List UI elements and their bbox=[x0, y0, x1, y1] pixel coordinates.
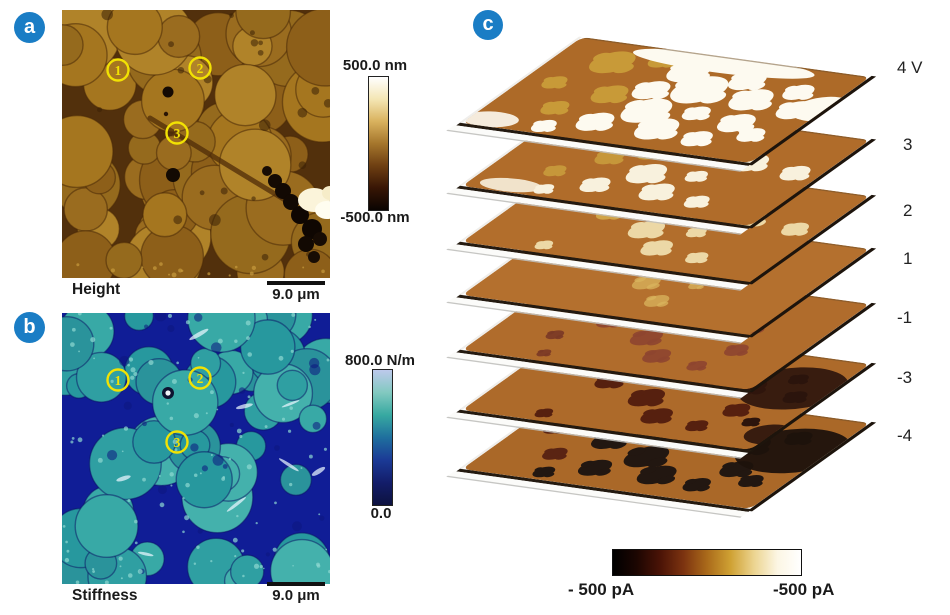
current-map-stack bbox=[446, 36, 877, 518]
height-map-label: Height bbox=[72, 281, 121, 298]
voltage-label-4V: 4 V bbox=[897, 58, 923, 77]
height-colorbar bbox=[368, 76, 389, 211]
grain-marker-number: 1 bbox=[115, 373, 122, 388]
grain-marker-number: 2 bbox=[197, 61, 204, 76]
panel-a-badge: a bbox=[14, 12, 45, 43]
voltage-label--4: -4 bbox=[897, 426, 913, 445]
stiffness-colorbar bbox=[372, 369, 393, 506]
current-colorbar-left-label: - 500 pA bbox=[568, 580, 635, 599]
grain-marker-3 bbox=[165, 121, 189, 145]
scalebar-a bbox=[267, 281, 325, 285]
grain-marker-number: 1 bbox=[115, 63, 122, 78]
height-map-image: 1 2 3 bbox=[62, 10, 330, 278]
current-colorbar-right-label: -500 pA bbox=[773, 580, 835, 599]
grain-marker-number: 2 bbox=[197, 371, 204, 386]
height-colorbar-min-label: -500.0 nm bbox=[340, 209, 410, 226]
grain-marker-1 bbox=[106, 368, 130, 392]
scalebar-a-label: 9.0 μm bbox=[272, 286, 320, 303]
stiffness-map-label: Stiffness bbox=[72, 587, 138, 604]
voltage-layer-4V bbox=[446, 36, 877, 172]
voltage-label--1: -1 bbox=[897, 308, 913, 327]
scalebar-b-label: 9.0 μm bbox=[272, 587, 320, 604]
scalebar-b bbox=[267, 582, 325, 586]
grain-marker-2 bbox=[188, 366, 212, 390]
stiffness-map-image: 1 2 3 bbox=[62, 313, 330, 584]
stiffness-colorbar-min-label: 0.0 bbox=[370, 505, 392, 522]
voltage-label--3: -3 bbox=[897, 368, 913, 387]
grain-boundary-crevice bbox=[147, 115, 288, 203]
voltage-label-3: 3 bbox=[903, 135, 913, 154]
current-colorbar bbox=[612, 549, 802, 576]
grain-marker-2 bbox=[188, 56, 212, 80]
grain-marker-3 bbox=[165, 430, 189, 454]
panel-c-badge: c bbox=[473, 10, 503, 40]
grain-marker-number: 3 bbox=[174, 435, 181, 450]
height-colorbar-max-label: 500.0 nm bbox=[342, 57, 408, 74]
stiffness-colorbar-max-label: 800.0 N/m bbox=[344, 352, 416, 369]
panel-b-badge: b bbox=[14, 312, 45, 343]
voltage-label-2: 2 bbox=[903, 201, 913, 220]
grain-marker-number: 3 bbox=[174, 126, 181, 141]
voltage-label-1: 1 bbox=[903, 249, 913, 268]
grain-marker-1 bbox=[106, 58, 130, 82]
